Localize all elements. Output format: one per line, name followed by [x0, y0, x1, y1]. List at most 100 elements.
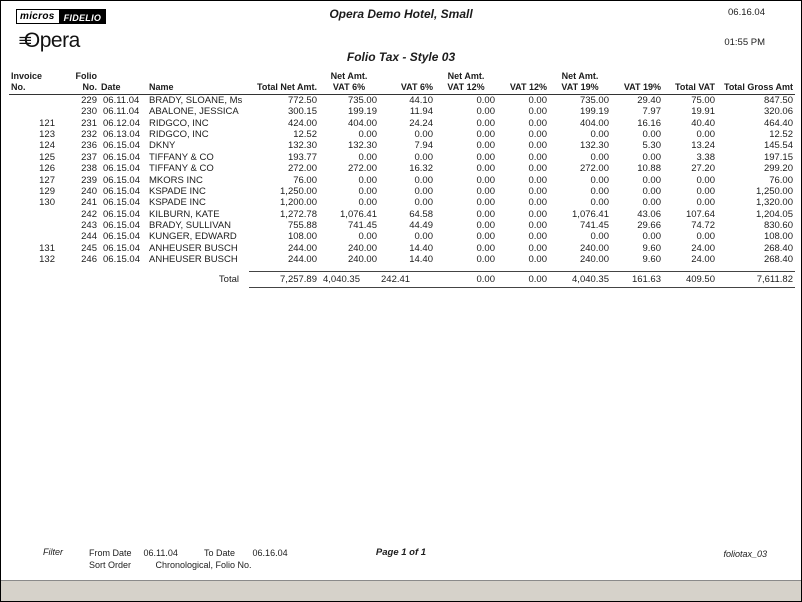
cell-total-net-amt: 300.15 [287, 106, 317, 118]
cell-total-gross-amt: 197.15 [763, 151, 793, 163]
cell-total-net-amt: 1,200.00 [280, 197, 317, 209]
cell-name: KILBURN, KATE [149, 208, 220, 220]
cell-folio-no: 231 [81, 117, 97, 129]
table-row: 132 246 06.15.04 ANHEUSER BUSCH 244.00 240.00… [9, 254, 795, 265]
table-total-section: Total 7,257.89 4,040.35 242.41 0.00 0.00… [9, 265, 795, 288]
cell-net-amt-vat19: 0.00 [590, 185, 610, 197]
cell-net-amt-vat19: 1,076.41 [572, 208, 609, 220]
cell-net-amt-vat19: 735.00 [579, 95, 609, 106]
cell-vat6: 44.49 [409, 220, 433, 232]
cell-vat19: 10.88 [637, 163, 661, 175]
vat19-total: 161.63 [611, 270, 663, 288]
cell-net-amt-vat6: 132.30 [347, 140, 377, 152]
cell-total-vat: 0.00 [696, 185, 716, 197]
cell-vat19: 43.06 [637, 208, 661, 220]
cell-name: MKORS INC [149, 174, 203, 186]
filter-label: Filter [43, 547, 63, 557]
cell-net-amt-vat19: 240.00 [579, 242, 609, 254]
cell-total-vat: 19.91 [691, 106, 715, 118]
cell-name: KSPADE INC [149, 197, 206, 209]
cell-net-amt-vat19: 0.00 [590, 128, 610, 140]
cell-date: 06.15.04 [103, 174, 140, 186]
cell-vat6: 0.00 [414, 174, 434, 186]
cell-invoice-no: 124 [39, 140, 55, 152]
cell-folio-no: 240 [81, 185, 97, 197]
cell-net-amt-vat6: 0.00 [358, 128, 378, 140]
cell-vat6: 0.00 [414, 231, 434, 243]
cell-total-vat: 24.00 [691, 242, 715, 254]
cell-vat6: 16.32 [409, 163, 433, 175]
cell-invoice-no [9, 231, 57, 242]
cell-total-gross-amt: 76.00 [769, 174, 793, 186]
cell-total-net-amt: 1,250.00 [280, 185, 317, 197]
cell-total-gross-amt: 1,204.05 [756, 208, 793, 220]
cell-date: 06.15.04 [103, 208, 140, 220]
cell-invoice-no: 126 [39, 163, 55, 175]
cell-net-amt-vat12: 0.00 [476, 140, 496, 152]
total-net-amt-total: 7,257.89 [249, 270, 319, 288]
page-indicator: Page 1 of 1 [375, 547, 427, 558]
horizontal-scrollbar[interactable] [1, 580, 801, 601]
cell-net-amt-vat6: 1,076.41 [340, 208, 377, 220]
cell-vat6: 24.24 [409, 117, 433, 129]
cell-total-net-amt: 193.77 [287, 151, 317, 163]
cell-net-amt-vat19: 240.00 [579, 254, 609, 266]
cell-total-gross-amt: 299.20 [763, 163, 793, 175]
cell-net-amt-vat12: 0.00 [476, 242, 496, 254]
cell-total-net-amt: 424.00 [287, 117, 317, 129]
cell-invoice-no: 125 [39, 151, 55, 163]
col-header-total-gross-amt: Total Gross Amt [717, 71, 795, 95]
cell-vat12: 0.00 [528, 197, 548, 209]
cell-net-amt-vat6: 404.00 [347, 117, 377, 129]
report-title: Folio Tax - Style 03 [346, 50, 456, 64]
cell-vat19: 0.00 [642, 197, 662, 209]
cell-net-amt-vat12: 0.00 [476, 254, 496, 266]
cell-total-gross-amt: 268.40 [763, 254, 793, 266]
cell-net-amt-vat12: 0.00 [476, 220, 496, 232]
sort-order-row: Sort Order Chronological, Folio No. [89, 559, 288, 571]
cell-net-amt-vat19: 272.00 [579, 163, 609, 175]
cell-invoice-no [9, 106, 57, 117]
cell-invoice-no: 131 [39, 242, 55, 254]
col-header-net-amt-vat12: Net Amt. VAT 12% [435, 71, 497, 95]
cell-net-amt-vat6: 0.00 [358, 231, 378, 243]
col-header-total-net-amt: Total Net Amt. [249, 71, 319, 95]
report-datetime: 06.16.04 01:55 PM [724, 7, 765, 48]
cell-total-gross-amt: 1,320.00 [756, 197, 793, 209]
cell-name: KSPADE INC [149, 185, 206, 197]
cell-net-amt-vat6: 0.00 [358, 174, 378, 186]
cell-vat19: 0.00 [642, 151, 662, 163]
cell-name: ANHEUSER BUSCH [149, 242, 238, 254]
cell-total-net-amt: 76.00 [293, 174, 317, 186]
col-header-name: Name [147, 71, 249, 95]
cell-total-vat: 0.00 [696, 128, 716, 140]
cell-vat19: 0.00 [642, 174, 662, 186]
cell-vat6: 64.58 [409, 208, 433, 220]
sort-order-label: Sort Order [89, 560, 132, 570]
cell-total-net-amt: 772.50 [287, 95, 317, 106]
cell-total-vat: 107.64 [685, 208, 715, 220]
cell-vat12: 0.00 [528, 95, 548, 106]
table-row: 123 232 06.13.04 RIDGCO, INC 12.52 0.00 0.00 0.… [9, 129, 795, 140]
cell-total-vat: 27.20 [691, 163, 715, 175]
cell-invoice-no [9, 220, 57, 231]
cell-net-amt-vat12: 0.00 [476, 95, 496, 106]
col-header-folio-no: Folio No. [57, 71, 99, 95]
cell-net-amt-vat6: 741.45 [347, 220, 377, 232]
cell-date: 06.15.04 [103, 163, 140, 175]
cell-net-amt-vat12: 0.00 [476, 208, 496, 220]
total-gross-amt-total: 7,611.82 [717, 270, 795, 288]
to-date-value: 06.16.04 [252, 548, 288, 558]
report-time: 01:55 PM [724, 37, 765, 48]
table-body: 229 06.11.04 BRADY, SLOANE, Ms 772.50 735.00… [9, 95, 795, 266]
cell-vat19: 5.30 [642, 140, 662, 152]
cell-folio-no: 230 [81, 106, 97, 118]
cell-name: BRADY, SULLIVAN [149, 220, 232, 232]
date-range-row: From Date 06.11.04 To Date 06.16.04 [89, 547, 288, 559]
cell-net-amt-vat12: 0.00 [476, 151, 496, 163]
cell-net-amt-vat6: 0.00 [358, 197, 378, 209]
cell-folio-no: 237 [81, 151, 97, 163]
table-row: 244 06.15.04 KUNGER, EDWARD 108.00 0.00 0.00 0… [9, 231, 795, 242]
cell-date: 06.15.04 [103, 185, 140, 197]
